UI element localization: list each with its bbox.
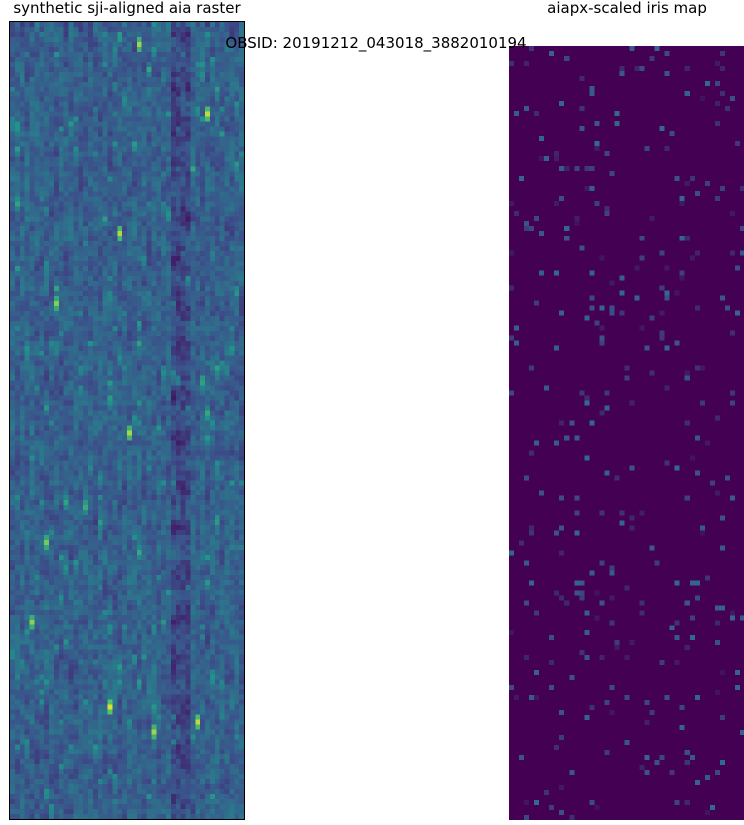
right-panel-title: aiapx-scaled iris map [547, 0, 707, 17]
aia-raster-heatmap [9, 21, 245, 820]
aia-raster-heatmap-canvas [10, 22, 244, 819]
iris-map-heatmap-canvas [509, 46, 744, 820]
left-panel-title: synthetic sji-aligned aia raster [13, 0, 241, 17]
figure-suptitle: OBSID: 20191212_043018_3882010194 [225, 34, 527, 52]
iris-map-heatmap [509, 46, 744, 820]
